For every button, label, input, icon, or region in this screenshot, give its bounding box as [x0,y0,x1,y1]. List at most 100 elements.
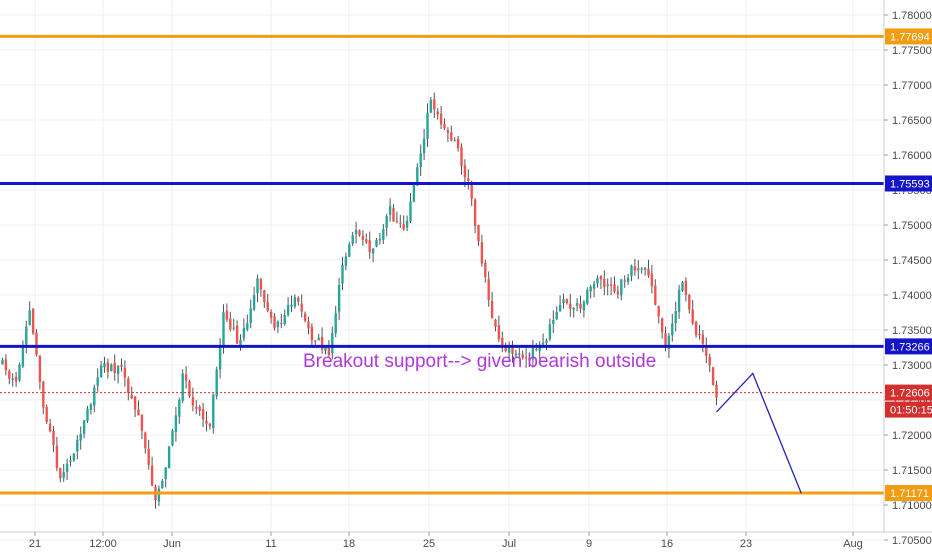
candle-up [293,297,297,307]
candle-down [31,309,35,334]
candle-up [252,295,256,310]
x-tick-label: 21 [29,538,41,550]
x-tick-label: 23 [740,538,752,550]
candle-up [239,339,242,346]
level-tag-label: 1.71171 [890,488,929,500]
candle-down [490,300,494,318]
candle-down [504,346,507,352]
candle-up [545,340,548,343]
candle-down [565,299,569,304]
candle-down [327,347,331,356]
current-price-label: 1.72606 [890,388,930,400]
candle-up [572,307,575,310]
candle-down [446,130,450,133]
candle-up [178,399,181,417]
y-tick-label: 1.77000 [892,80,932,92]
candle-up [93,387,96,406]
candle-down [569,303,572,309]
candle-down [113,362,116,373]
candle-up [222,312,225,348]
candle-down [684,280,688,295]
candle-up [69,460,72,462]
candle-up [382,229,385,240]
candle-up [596,278,599,284]
candle-down [205,420,208,424]
candle-up [606,284,609,286]
candle-up [558,304,562,312]
candle-up [640,268,643,270]
candle-down [694,321,698,336]
candle-down [528,357,531,361]
level-tag-label: 1.73266 [890,341,930,353]
y-tick-label: 1.76500 [892,115,932,127]
candle-down [269,311,273,318]
candle-down [42,381,45,408]
candle-up [283,314,286,325]
candle-up [337,284,341,312]
grid-lines [0,0,884,541]
horizontal-levels[interactable] [0,34,884,495]
candle-up [409,201,412,222]
candle-down [133,396,137,410]
candle-down [365,239,368,243]
candle-up [164,467,167,480]
candle-down [368,240,371,253]
candle-down [106,362,110,372]
candle-down [208,423,212,427]
candle-down [399,222,402,224]
candle-down [484,262,487,278]
candle-up [385,216,388,228]
candle-up [592,283,596,289]
candle-down [637,268,640,271]
candle-down [8,370,11,379]
candle-up [317,337,320,341]
x-tick-label: Aug [843,538,863,550]
candle-down [130,394,133,399]
projection-path[interactable] [716,372,802,494]
candle-up [28,310,31,326]
candle-up [514,353,518,356]
candle-down [711,367,715,386]
candle-down [150,465,154,486]
candle-up [405,220,409,228]
candle-down [603,278,606,288]
candle-down [664,333,667,348]
candle-down [55,445,59,469]
candle-up [416,167,419,186]
y-tick-label: 1.73500 [892,325,932,337]
candle-down [599,275,603,280]
time-axis[interactable]: 21 12:00 Jun 11 18 25 Jul 9 16 23 Aug [29,532,863,550]
price-axis[interactable]: 1.78000 1.77500 1.77000 1.76500 1.76000 1.755… [884,10,932,547]
candle-down [300,303,303,312]
y-tick-label: 1.78000 [892,10,932,22]
candle-up [18,364,21,381]
candle-up [630,265,633,277]
candle-down [263,290,266,303]
candle-up [531,347,535,360]
candle-down [433,99,436,110]
candle-up [157,488,161,502]
candle-up [99,365,103,377]
candle-up [388,206,392,215]
candle-up [72,453,76,461]
candle-down [297,297,300,302]
candle-up [582,301,586,311]
candle-down [463,165,467,178]
candle-down [123,367,127,378]
candle-down [701,334,705,344]
candle-down [613,284,616,292]
candle-down [460,146,463,167]
candle-down [229,318,232,330]
candle-down [184,374,188,381]
candle-up [62,472,65,478]
price-level-tags: 1.77694 1.75593 1.73266 1.71171 [885,28,932,502]
candle-up [161,480,164,489]
x-tick-label: 25 [423,538,435,550]
x-tick-label: Jul [502,538,516,550]
candle-down [470,182,473,199]
candle-down [225,310,229,320]
x-tick-label: 12:00 [89,538,117,550]
candle-down [487,279,490,300]
